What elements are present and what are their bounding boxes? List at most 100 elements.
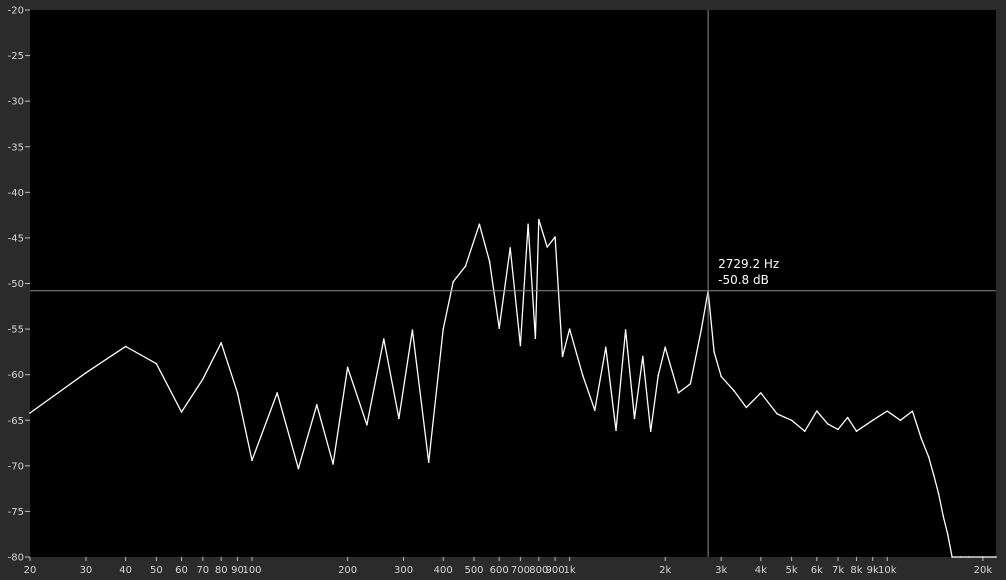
spectrum-point bbox=[519, 344, 522, 347]
spectrum-point bbox=[478, 223, 481, 226]
x-tick-label: 90 bbox=[231, 565, 244, 576]
spectrum-point bbox=[85, 372, 87, 374]
spectrum-point bbox=[346, 366, 349, 369]
spectrum-point bbox=[464, 265, 467, 267]
spectrum-point bbox=[546, 246, 549, 248]
x-tick-label: 500 bbox=[464, 565, 483, 576]
spectrum-point bbox=[649, 430, 652, 432]
spectrum-point bbox=[251, 459, 253, 462]
x-tick-label: 4k bbox=[755, 565, 767, 576]
spectrum-point bbox=[937, 492, 940, 494]
spectrum-point bbox=[624, 329, 627, 331]
spectrum-point bbox=[220, 341, 223, 344]
spectrum-point bbox=[488, 260, 491, 263]
spectrum-point bbox=[760, 392, 762, 394]
spectrum-point bbox=[995, 556, 997, 558]
spectrum-point bbox=[713, 351, 715, 353]
spectrum-point bbox=[276, 392, 278, 394]
x-tick-label: 60 bbox=[175, 565, 188, 576]
spectrum-point bbox=[927, 455, 930, 458]
spectrum-point bbox=[846, 416, 849, 419]
spectrum-point bbox=[605, 346, 607, 349]
x-tick-label: 20k bbox=[974, 565, 993, 576]
spectrum-point bbox=[827, 423, 829, 425]
plot-area[interactable] bbox=[30, 10, 996, 557]
x-tick-label: 10k bbox=[878, 565, 897, 576]
y-tick-label: -55 bbox=[8, 325, 24, 336]
spectrum-point bbox=[124, 345, 127, 348]
spectrum-point bbox=[689, 382, 692, 385]
cursor-frequency-readout: 2729.2 Hz bbox=[718, 257, 779, 271]
spectrum-point bbox=[554, 236, 556, 238]
spectrum-point bbox=[967, 556, 970, 558]
x-tick-label: 400 bbox=[434, 565, 453, 576]
spectrum-point bbox=[316, 403, 318, 406]
y-tick-label: -65 bbox=[8, 416, 24, 427]
x-tick-label: 6k bbox=[811, 565, 823, 576]
x-tick-label: 50 bbox=[150, 565, 163, 576]
spectrum-point bbox=[155, 362, 158, 365]
spectrum-point bbox=[615, 429, 617, 432]
spectrum-point bbox=[297, 467, 300, 470]
x-tick-label: 40 bbox=[119, 565, 132, 576]
spectrum-point bbox=[534, 337, 537, 340]
spectrum-point bbox=[677, 392, 680, 394]
spectrum-point bbox=[366, 424, 368, 426]
x-tick-label: 300 bbox=[394, 565, 413, 576]
y-tick-label: -50 bbox=[8, 279, 24, 290]
x-tick-label: 8k bbox=[850, 565, 862, 576]
spectrum-line bbox=[29, 219, 996, 558]
y-tick-label: -35 bbox=[8, 142, 24, 153]
spectrum-point bbox=[411, 329, 414, 331]
spectrum-point bbox=[803, 430, 806, 432]
spectrum-point bbox=[776, 413, 778, 415]
spectrum-point bbox=[733, 390, 736, 392]
x-tick-label: 600 bbox=[490, 565, 509, 576]
spectrum-point bbox=[790, 419, 793, 422]
spectrum-point bbox=[911, 410, 914, 412]
x-tick-label: 70 bbox=[196, 565, 209, 576]
spectrum-point bbox=[581, 374, 584, 377]
spectrum-point bbox=[561, 355, 564, 358]
x-tick-label: 2k bbox=[659, 565, 671, 576]
spectrum-point bbox=[442, 328, 445, 330]
spectrum-point bbox=[427, 461, 430, 463]
spectrum-point bbox=[593, 409, 596, 412]
x-tick-label: 900 bbox=[546, 565, 565, 576]
spectrum-point bbox=[932, 474, 935, 476]
y-tick-label: -70 bbox=[8, 461, 24, 472]
y-tick-label: -20 bbox=[8, 6, 24, 17]
spectrum-point bbox=[815, 410, 818, 412]
spectrum-point bbox=[642, 355, 644, 358]
spectrum-point bbox=[657, 374, 659, 377]
spectrum-point bbox=[568, 328, 571, 330]
y-tick-label: -75 bbox=[8, 507, 24, 518]
spectrum-point bbox=[452, 280, 455, 283]
y-tick-label: -45 bbox=[8, 233, 24, 244]
x-tick-label: 5k bbox=[786, 565, 798, 576]
y-tick-label: -30 bbox=[8, 97, 24, 108]
cursor-crosshair[interactable]: 2729.2 Hz -50.8 dB bbox=[30, 10, 996, 557]
spectrum-point bbox=[538, 218, 540, 221]
x-tick-label: 1k bbox=[564, 565, 576, 576]
spectrum-point bbox=[920, 437, 923, 440]
x-tick-label: 7k bbox=[832, 565, 844, 576]
spectrum-point bbox=[332, 463, 334, 465]
spectrum-point bbox=[951, 556, 953, 558]
spectrum-point bbox=[855, 430, 858, 432]
x-tick-label: 800 bbox=[529, 565, 548, 576]
spectrum-point bbox=[509, 247, 512, 249]
spectrum-point bbox=[700, 328, 703, 330]
spectrum-point bbox=[398, 417, 400, 420]
spectrum-point bbox=[236, 392, 239, 394]
spectrum-point bbox=[664, 346, 667, 349]
spectrum-point bbox=[886, 410, 889, 412]
x-tick-label: 20 bbox=[24, 565, 37, 576]
y-tick-label: -60 bbox=[8, 370, 24, 381]
x-tick-label: 200 bbox=[338, 565, 357, 576]
spectrum-point bbox=[633, 417, 636, 420]
spectrum-point bbox=[959, 556, 962, 558]
spectrum-point bbox=[837, 428, 839, 431]
